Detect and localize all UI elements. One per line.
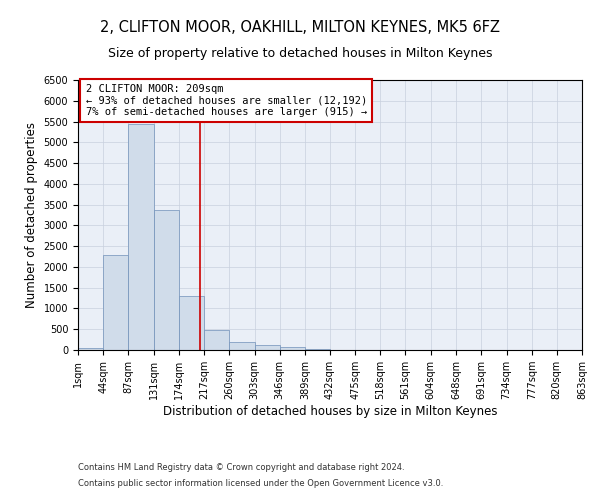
Text: Contains public sector information licensed under the Open Government Licence v3: Contains public sector information licen… <box>78 478 443 488</box>
Bar <box>103 256 128 350</box>
Bar <box>305 349 330 350</box>
Bar <box>154 210 179 350</box>
Y-axis label: Number of detached properties: Number of detached properties <box>25 122 38 308</box>
Bar <box>179 296 204 350</box>
Text: 2 CLIFTON MOOR: 209sqm
← 93% of detached houses are smaller (12,192)
7% of semi-: 2 CLIFTON MOOR: 209sqm ← 93% of detached… <box>86 84 367 117</box>
Text: 2, CLIFTON MOOR, OAKHILL, MILTON KEYNES, MK5 6FZ: 2, CLIFTON MOOR, OAKHILL, MILTON KEYNES,… <box>100 20 500 35</box>
Bar <box>128 124 154 350</box>
Text: Contains HM Land Registry data © Crown copyright and database right 2024.: Contains HM Land Registry data © Crown c… <box>78 464 404 472</box>
Bar <box>280 347 305 350</box>
Bar <box>78 348 103 350</box>
Text: Size of property relative to detached houses in Milton Keynes: Size of property relative to detached ho… <box>108 48 492 60</box>
Bar <box>204 330 229 350</box>
Bar <box>254 345 280 350</box>
Bar <box>229 342 254 350</box>
X-axis label: Distribution of detached houses by size in Milton Keynes: Distribution of detached houses by size … <box>163 405 497 418</box>
